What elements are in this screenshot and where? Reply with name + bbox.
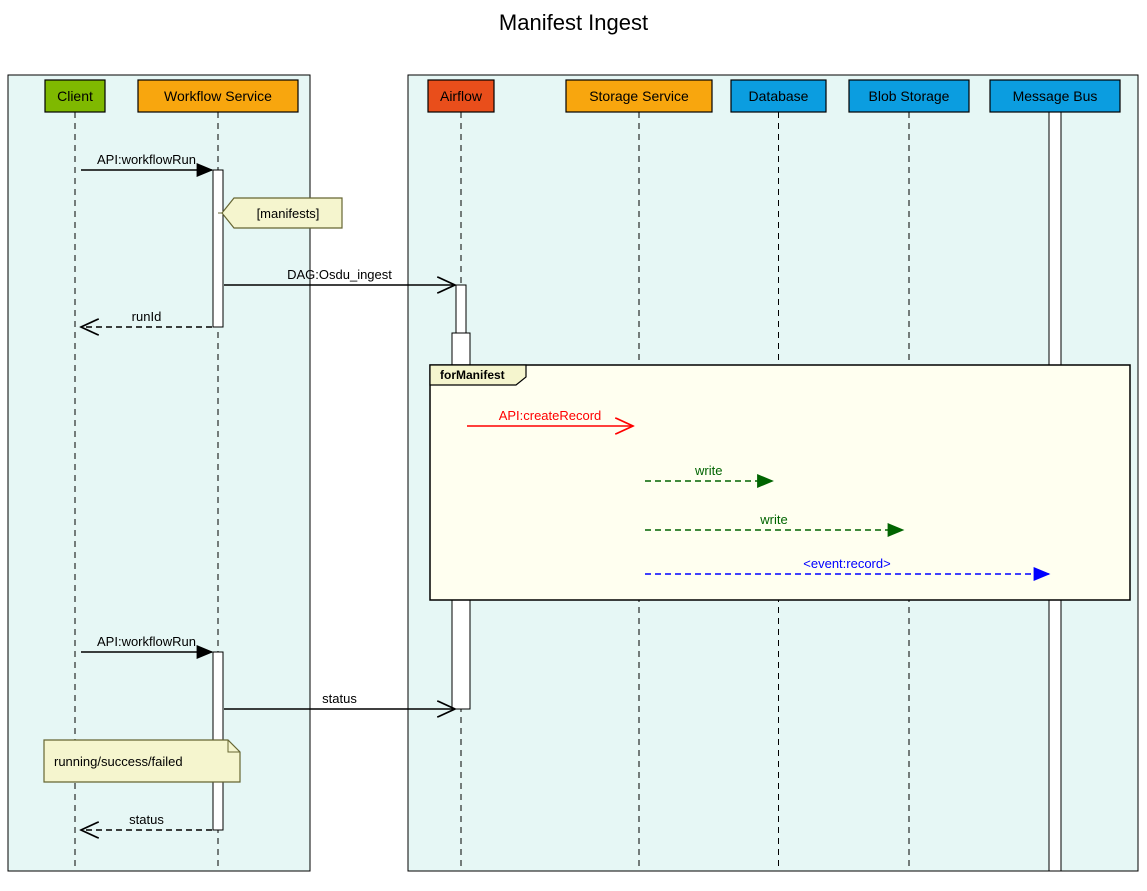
note-status-label: running/success/failed (54, 754, 183, 769)
participant-label-client: Client (57, 88, 93, 104)
message-label-9: status (129, 812, 164, 827)
diagram-title: Manifest Ingest (499, 10, 648, 35)
participant-label-blob: Blob Storage (869, 88, 950, 104)
message-label-2: runId (132, 309, 162, 324)
note-manifests-label: [manifests] (257, 206, 320, 221)
message-label-7: API:workflowRun (97, 634, 196, 649)
sequence-diagram: Manifest Ingest forManifest Client Workflow… (0, 0, 1147, 891)
message-label-0: API:workflowRun (97, 152, 196, 167)
message-label-8: status (322, 691, 357, 706)
loop-box (430, 365, 1130, 600)
participant-label-database: Database (749, 88, 809, 104)
participant-label-workflow: Workflow Service (164, 88, 272, 104)
message-label-3: API:createRecord (499, 408, 602, 423)
message-label-1: DAG:Osdu_ingest (287, 267, 392, 282)
participant-label-airflow: Airflow (440, 88, 483, 104)
message-label-6: <event:record> (803, 556, 890, 571)
message-label-4: write (694, 463, 722, 478)
participant-label-msgbus: Message Bus (1013, 88, 1098, 104)
participant-label-storage: Storage Service (589, 88, 689, 104)
activation-workflow-0 (213, 170, 223, 327)
loop-label: forManifest (440, 368, 505, 382)
message-label-5: write (759, 512, 787, 527)
